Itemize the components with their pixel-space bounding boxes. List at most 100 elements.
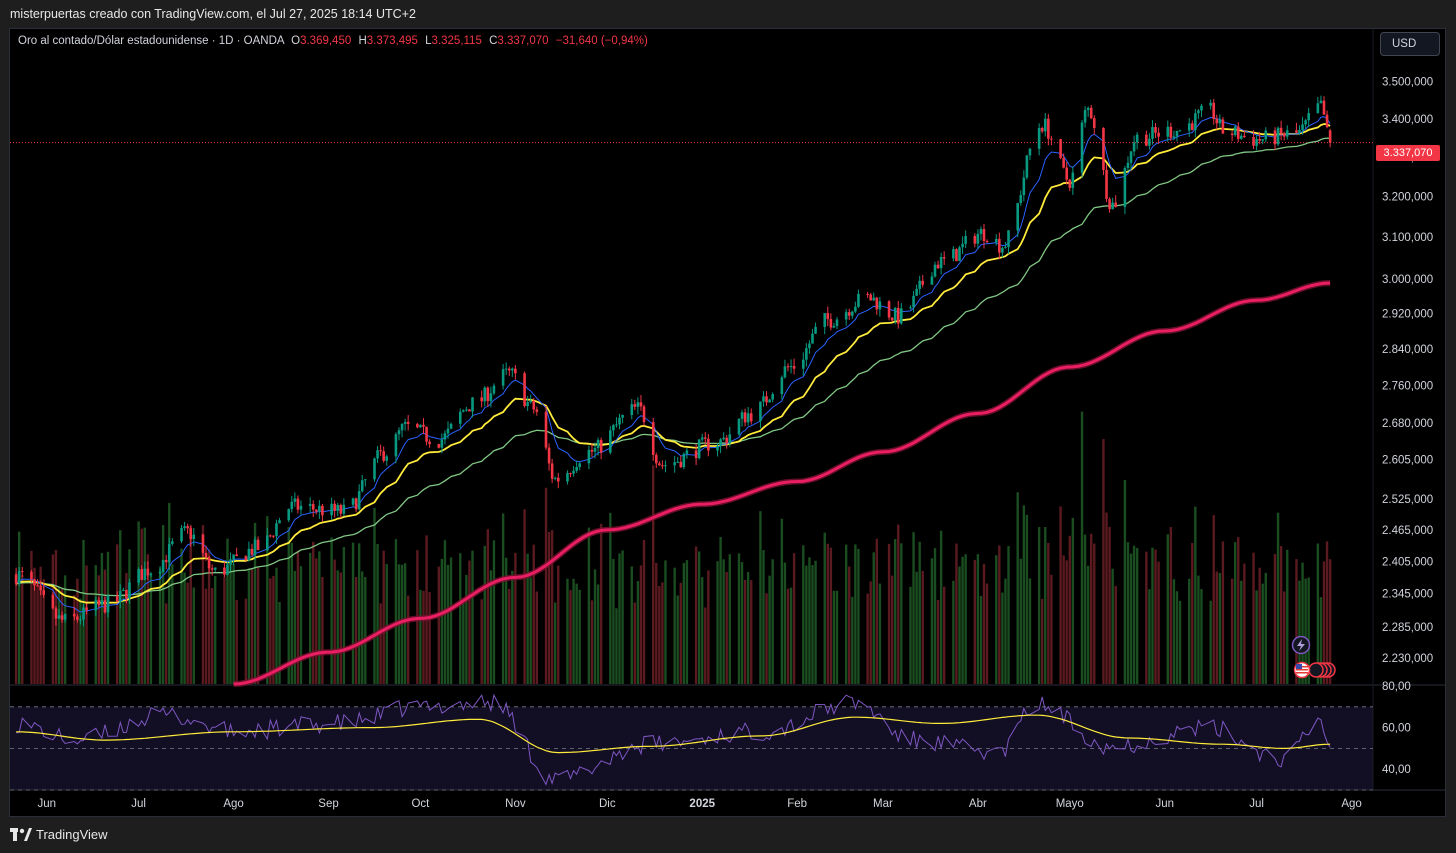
candle-body [1209, 102, 1212, 106]
candle-body [336, 505, 340, 511]
candle-body [128, 582, 131, 599]
candle-body [961, 243, 964, 248]
volume-bar [1252, 552, 1255, 684]
candle-body [547, 447, 551, 464]
volume-bar [575, 583, 578, 684]
candle-body [765, 396, 768, 403]
candle-body [844, 312, 848, 320]
candle-body [639, 402, 643, 407]
currency-button[interactable]: USD [1380, 32, 1440, 56]
candle-body [1157, 132, 1160, 137]
volume-bar [269, 578, 272, 684]
candle-body [106, 595, 110, 613]
candle-body [1175, 130, 1179, 137]
candle-body [955, 249, 958, 262]
volume-bar [976, 554, 980, 684]
volume-bars [14, 411, 1332, 684]
volume-bar [168, 502, 171, 684]
candle-body [1215, 118, 1219, 124]
candle-body [1316, 103, 1320, 114]
candle-body [523, 373, 526, 407]
tradingview-brand[interactable]: TradingView [10, 827, 108, 842]
volume-bar [771, 559, 774, 684]
volume-bar [1243, 563, 1246, 684]
volume-bar [1218, 573, 1222, 684]
symbol-name[interactable]: Oro al contado/Dólar estadounidense · 1D… [18, 35, 284, 47]
candle-body [575, 466, 578, 471]
candle-body [1197, 110, 1200, 114]
candle-body [612, 425, 615, 431]
candle-body [167, 543, 171, 563]
lightning-icon[interactable] [1291, 635, 1311, 655]
candle-body [213, 567, 217, 570]
price-tick-label: 2.920,000 [1382, 308, 1433, 320]
candle-body [82, 607, 85, 620]
candle-body [618, 417, 621, 425]
candle-body [829, 319, 833, 328]
candle-body [1322, 100, 1326, 115]
volume-bar [1108, 526, 1111, 684]
candle-body [1230, 133, 1234, 135]
candle-body [1239, 135, 1243, 139]
price-tick-label: 2.840,000 [1382, 344, 1433, 356]
volume-bar [918, 541, 921, 684]
candle-body [942, 257, 946, 259]
candle-body [360, 480, 364, 492]
volume-bar [572, 578, 575, 684]
volume-bar [63, 575, 67, 684]
candle-body [1135, 134, 1139, 143]
volume-bar [1273, 553, 1277, 684]
high-value: 3.373,495 [366, 35, 418, 47]
candle-body [504, 368, 508, 370]
candle-body [768, 399, 771, 403]
candle-body [183, 526, 186, 529]
candle-body [958, 247, 961, 262]
event-markers[interactable] [1290, 635, 1340, 687]
candle-body [1086, 107, 1090, 111]
volume-bar [385, 564, 388, 684]
candle-body [85, 607, 88, 611]
volume-bar [146, 554, 150, 684]
volume-bar [250, 569, 254, 684]
open-label: O [291, 35, 301, 47]
volume-bar [1016, 492, 1019, 684]
candle-body [483, 387, 487, 402]
volume-bar [39, 566, 42, 684]
candle-body [1108, 198, 1111, 210]
candle-body [814, 326, 817, 334]
candle-body [376, 450, 379, 459]
change-value: −31,640 (−0,94%) [555, 35, 648, 47]
candle-body [192, 534, 196, 540]
volume-bar [694, 546, 698, 684]
volume-bar [1307, 577, 1310, 684]
candle-body [1200, 105, 1203, 111]
candle-body [1301, 124, 1304, 130]
candle-body [333, 503, 336, 511]
candle-body [1111, 202, 1114, 210]
volume-bar [1083, 534, 1087, 684]
candle-body [661, 465, 664, 467]
us-flag-icon[interactable] [1293, 661, 1336, 679]
rsi-ma-line [16, 714, 1331, 754]
volume-bar [1175, 591, 1179, 684]
candle-body [57, 615, 61, 619]
volume-bar [299, 566, 303, 684]
volume-bar [244, 598, 248, 684]
candle-body [1059, 139, 1062, 159]
price-tick-label: 3.000,000 [1382, 274, 1433, 286]
candle-body [851, 311, 854, 316]
volume-bar [1105, 512, 1108, 684]
volume-bar [1255, 590, 1258, 684]
candle-body [792, 366, 796, 369]
candle-body [1129, 151, 1133, 163]
volume-bar [379, 603, 382, 684]
volume-bar [480, 599, 483, 684]
candles [14, 95, 1332, 627]
candle-body [1019, 195, 1023, 204]
volume-bar [701, 577, 704, 684]
candle-body [204, 552, 208, 558]
candle-body [697, 439, 701, 459]
candle-body [449, 423, 453, 429]
volume-bar [532, 544, 535, 684]
